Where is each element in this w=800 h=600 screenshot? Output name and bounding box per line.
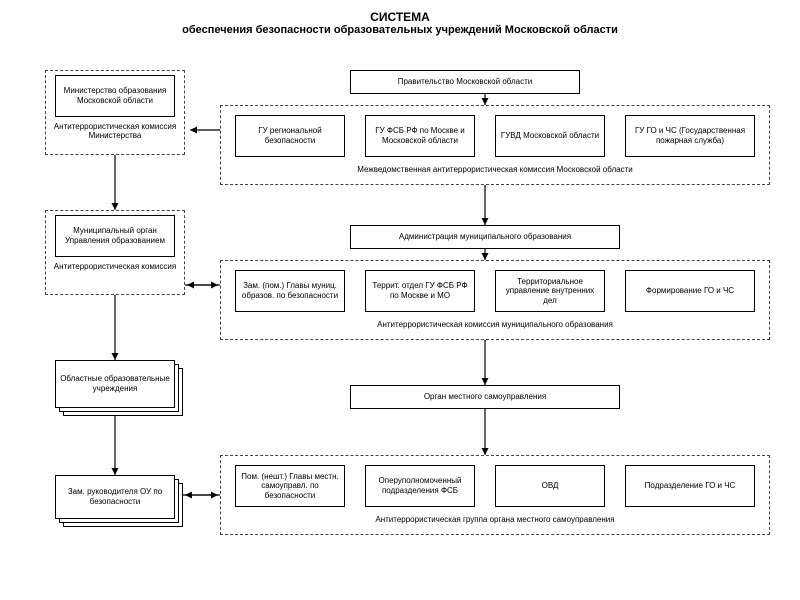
node-g2-b4: Формирование ГО и ЧС <box>625 270 755 312</box>
caption-g3: Антитеррористическая группа органа местн… <box>220 515 770 524</box>
node-government: Правительство Московской области <box>350 70 580 94</box>
node-ministry: Министерство образования Московской обла… <box>55 75 175 117</box>
node-g3-b1: Пом. (нешт.) Главы местн. самоуправл. по… <box>235 465 345 507</box>
node-regional-institutions: Областные образовательные учреждения <box>55 360 175 408</box>
node-admin-municipal: Администрация муниципального образования <box>350 225 620 249</box>
page-title-2: обеспечения безопасности образовательных… <box>8 24 792 36</box>
caption-g2: Антитеррористическая комиссия муниципаль… <box>220 320 770 329</box>
caption-municipal-edu: Антитеррористическая комиссия <box>50 262 180 271</box>
node-g2-b2: Террит. отдел ГУ ФСБ РФ по Москве и МО <box>365 270 475 312</box>
caption-g1: Межведомственная антитеррористическая ко… <box>220 165 770 174</box>
node-g3-b4: Подразделение ГО и ЧС <box>625 465 755 507</box>
node-deputy-head: Зам. руководителя ОУ по безопасности <box>55 475 175 519</box>
node-g1-b3: ГУВД Московской области <box>495 115 605 157</box>
caption-ministry: Антитеррористическая комиссия Министерст… <box>50 122 180 140</box>
node-g1-b4: ГУ ГО и ЧС (Государственная пожарная слу… <box>625 115 755 157</box>
node-g3-b2: Оперуполномоченный подразделения ФСБ <box>365 465 475 507</box>
node-g2-b1: Зам. (пом.) Главы муниц. образов. по без… <box>235 270 345 312</box>
node-g1-b1: ГУ региональной безопасности <box>235 115 345 157</box>
node-g1-b2: ГУ ФСБ РФ по Москве и Московской области <box>365 115 475 157</box>
node-municipal-edu: Муниципальный орган Управления образован… <box>55 215 175 257</box>
node-g2-b3: Территориальное управление внутренних де… <box>495 270 605 312</box>
page-title-1: СИСТЕМА <box>8 10 792 24</box>
node-g3-b3: ОВД <box>495 465 605 507</box>
node-local-gov: Орган местного самоуправления <box>350 385 620 409</box>
